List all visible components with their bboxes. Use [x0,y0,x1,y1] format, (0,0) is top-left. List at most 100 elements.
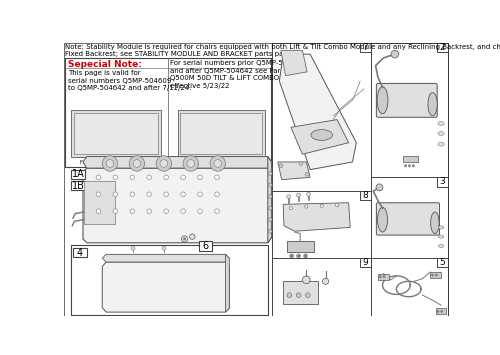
Circle shape [268,206,272,210]
Circle shape [296,293,301,297]
Circle shape [162,246,166,250]
Circle shape [129,156,144,171]
Circle shape [190,234,195,239]
Polygon shape [280,54,356,170]
Bar [436,308,446,315]
Text: 9: 9 [362,258,368,267]
Circle shape [181,209,186,214]
Circle shape [181,192,186,197]
Ellipse shape [438,121,444,125]
Bar [64,58,271,167]
Circle shape [147,192,152,197]
Circle shape [72,112,76,116]
Circle shape [268,218,272,222]
Circle shape [147,209,152,214]
Circle shape [96,175,100,180]
Circle shape [299,162,303,165]
Bar [437,43,448,52]
Text: Note: Stability Module is required for chairs equipped with both Lift & Tilt Com: Note: Stability Module is required for c… [66,44,500,57]
Circle shape [210,156,226,171]
Circle shape [147,175,152,180]
Polygon shape [281,50,307,76]
Ellipse shape [438,226,444,229]
Text: For serial numbers prior Q5MP-504609
and after Q5MP-504642 see Parts Page:
Q500M: For serial numbers prior Q5MP-504609 and… [170,60,312,89]
Circle shape [134,127,147,140]
Bar [437,258,448,267]
Bar [371,43,448,178]
Text: 1A: 1A [72,169,85,179]
Circle shape [181,175,186,180]
Circle shape [306,192,310,196]
Bar [371,178,448,258]
Circle shape [440,310,443,312]
Circle shape [198,192,202,197]
Circle shape [214,209,220,214]
Circle shape [290,254,294,258]
Bar [360,191,371,201]
Ellipse shape [430,212,439,234]
Bar [73,248,87,257]
Text: 5: 5 [440,258,446,267]
Circle shape [160,160,168,167]
Circle shape [304,254,308,258]
Bar [198,241,212,251]
Circle shape [179,112,182,116]
Bar [72,181,86,190]
Ellipse shape [438,142,444,146]
Polygon shape [83,157,272,168]
Circle shape [130,209,134,214]
Ellipse shape [438,244,444,247]
Circle shape [437,310,439,312]
Circle shape [187,160,194,167]
Circle shape [131,246,135,250]
Text: 7: 7 [362,43,368,52]
Polygon shape [291,120,348,154]
Text: Front view for Identification: Front view for Identification [186,160,258,165]
Circle shape [296,193,300,197]
Bar [378,274,388,280]
Circle shape [179,151,182,155]
Circle shape [290,207,292,210]
Circle shape [182,236,188,242]
Circle shape [96,192,100,197]
Circle shape [279,164,283,168]
Circle shape [113,209,117,214]
Ellipse shape [378,207,388,232]
Text: 2: 2 [440,43,446,52]
Bar [430,272,441,278]
Bar [360,43,371,52]
Circle shape [320,204,323,207]
Bar [437,178,448,187]
Circle shape [436,274,438,276]
Text: 4: 4 [77,248,83,258]
Circle shape [133,160,141,167]
Circle shape [432,274,434,276]
Circle shape [164,192,168,197]
Polygon shape [102,254,230,262]
Circle shape [268,183,272,187]
Polygon shape [108,124,124,139]
Circle shape [154,112,158,116]
Circle shape [198,175,202,180]
Bar [371,258,448,316]
Circle shape [214,175,220,180]
Circle shape [287,293,292,297]
Circle shape [184,238,186,240]
Bar [287,241,314,252]
Circle shape [164,175,168,180]
Bar [178,110,264,157]
Text: 1B: 1B [72,181,85,191]
Circle shape [96,209,100,214]
Circle shape [383,275,385,278]
Circle shape [322,278,328,284]
Circle shape [72,151,76,155]
Circle shape [404,165,407,167]
Polygon shape [212,124,228,139]
Circle shape [78,126,88,137]
Circle shape [306,293,310,297]
FancyBboxPatch shape [376,83,437,117]
Circle shape [130,192,134,197]
Bar [180,113,262,154]
Circle shape [214,192,220,197]
Circle shape [198,209,202,214]
